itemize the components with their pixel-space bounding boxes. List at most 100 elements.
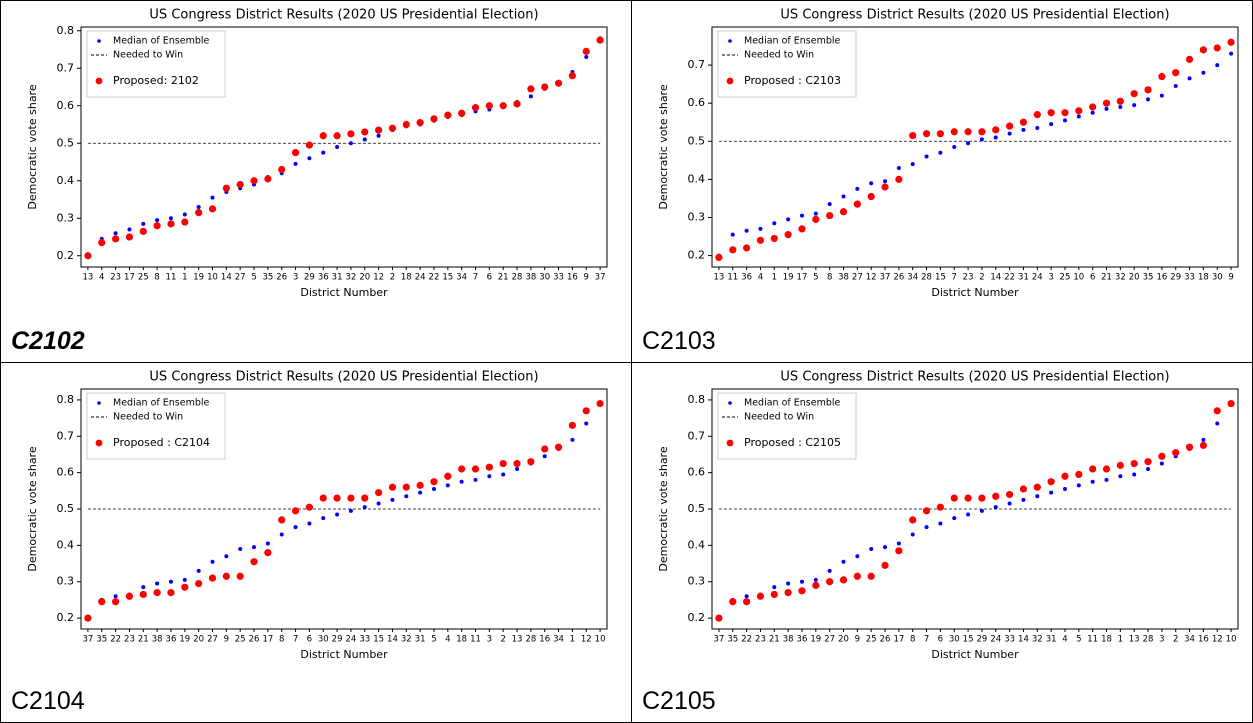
- proposed-dot: [1006, 122, 1014, 130]
- proposed-dot: [416, 119, 424, 127]
- proposed-dot: [208, 574, 217, 582]
- proposed-dot: [1130, 459, 1138, 468]
- proposed-dot: [112, 235, 120, 243]
- x-tick-label: 12: [373, 273, 384, 283]
- median-dot: [1118, 474, 1123, 479]
- proposed-dot: [388, 124, 397, 132]
- proposed-dot: [798, 225, 806, 233]
- x-tick-label: 27: [235, 273, 246, 283]
- x-tick-label: 17: [797, 273, 808, 283]
- median-dot: [445, 483, 450, 488]
- proposed-dot: [936, 130, 944, 138]
- x-tick-label: 4: [445, 635, 450, 645]
- median-dot: [1146, 467, 1151, 471]
- x-tick-label: 27: [852, 273, 863, 283]
- proposed-dot: [1116, 97, 1124, 105]
- x-tick-label: 9: [224, 635, 229, 645]
- median-dot: [293, 525, 298, 530]
- proposed-dot: [1075, 107, 1083, 115]
- proposed-dot: [1172, 69, 1180, 77]
- median-dot: [827, 568, 832, 573]
- proposed-dot: [1144, 86, 1152, 94]
- y-tick-label: 0.7: [688, 429, 706, 442]
- x-tick-label: 22: [110, 635, 121, 645]
- proposed-dot: [305, 141, 313, 149]
- median-dot: [168, 579, 173, 584]
- median-dot: [362, 505, 367, 510]
- x-tick-label: 10: [595, 635, 606, 645]
- caption: C2104: [11, 687, 85, 715]
- x-tick-label: 22: [741, 635, 752, 645]
- proposed-dot: [770, 590, 778, 599]
- proposed-dot: [333, 494, 341, 502]
- x-tick-label: 10: [1073, 273, 1084, 283]
- y-tick-label: 0.2: [57, 249, 75, 262]
- x-tick-label: 7: [952, 273, 957, 283]
- median-dot: [1090, 479, 1095, 484]
- proposed-dot: [743, 244, 751, 252]
- y-tick-label: 0.2: [57, 611, 75, 624]
- median-dot: [869, 547, 874, 551]
- proposed-dot: [853, 200, 861, 208]
- y-tick-label: 0.2: [688, 611, 706, 624]
- legend-label: Median of Ensemble: [113, 36, 209, 47]
- x-tick-label: 22: [1004, 273, 1015, 283]
- proposed-dot: [264, 175, 272, 183]
- proposed-dot: [812, 581, 820, 589]
- median-dot: [841, 194, 846, 199]
- y-tick-label: 0.5: [57, 136, 75, 149]
- proposed-dot: [936, 503, 944, 511]
- caption: C2105: [642, 687, 716, 715]
- x-tick-label: 3: [1048, 273, 1053, 283]
- x-tick-label: 21: [1101, 273, 1112, 283]
- median-dot: [501, 472, 506, 477]
- proposed-dot: [729, 246, 737, 254]
- x-tick-label: 18: [401, 273, 412, 283]
- x-tick-label: 7: [924, 635, 929, 645]
- proposed-dot: [444, 472, 452, 480]
- x-tick-label: 37: [714, 635, 725, 645]
- proposed-dot: [541, 83, 549, 91]
- x-tick-label: 13: [83, 273, 94, 283]
- x-tick-label: 12: [866, 273, 877, 283]
- x-tick-label: 15: [373, 635, 384, 645]
- x-tick-label: 19: [783, 273, 794, 283]
- chart-title: US Congress District Results (2020 US Pr…: [149, 370, 538, 385]
- x-tick-label: 1: [182, 273, 187, 283]
- y-tick-label: 0.6: [688, 466, 706, 479]
- median-dot: [1201, 437, 1206, 442]
- x-tick-label: 34: [907, 273, 918, 283]
- x-tick-label: 29: [1170, 273, 1181, 283]
- proposed-dot: [347, 494, 355, 502]
- x-tick-label: 21: [769, 635, 780, 645]
- median-dot: [924, 525, 929, 530]
- y-tick-label: 0.3: [688, 210, 706, 223]
- proposed-dot: [278, 516, 286, 524]
- proposed-dot: [485, 463, 493, 471]
- median-dot: [1215, 63, 1220, 68]
- proposed-dot: [1116, 461, 1124, 469]
- x-tick-label: 23: [124, 635, 135, 645]
- proposed-dot: [250, 558, 258, 566]
- x-tick-label: 31: [1046, 635, 1057, 645]
- x-axis-label: District Number: [931, 648, 1019, 659]
- proposed-dot: [222, 572, 230, 580]
- x-tick-label: 33: [359, 635, 370, 645]
- median-dot: [1104, 477, 1109, 482]
- cell: C2104 US Congress District Results (2020 …: [0, 362, 632, 723]
- x-tick-label: 5: [1076, 635, 1081, 645]
- x-tick-label: 2: [979, 273, 984, 283]
- y-tick-label: 0.6: [57, 466, 75, 479]
- legend-marker: [95, 439, 103, 447]
- proposed-dot: [568, 72, 576, 80]
- median-dot: [1007, 501, 1012, 506]
- median-dot: [772, 585, 777, 590]
- legend-label: Needed to Win: [113, 50, 183, 61]
- median-dot: [431, 487, 436, 491]
- y-tick-label: 0.8: [57, 393, 75, 406]
- proposed-dot: [554, 79, 563, 87]
- median-dot: [528, 94, 533, 99]
- proposed-dot: [596, 399, 604, 408]
- median-dot: [799, 213, 804, 218]
